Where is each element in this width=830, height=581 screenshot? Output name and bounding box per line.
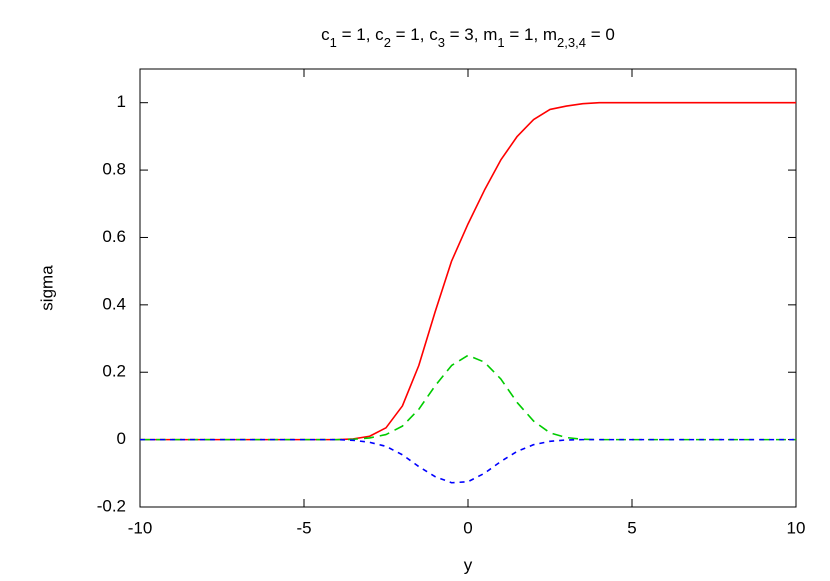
y-tick-label: 1 [117, 92, 126, 111]
y-tick-label: 0.2 [102, 362, 126, 381]
data-line [140, 354, 796, 441]
data-line [140, 438, 796, 484]
title-subscript: 1 [497, 35, 504, 50]
title-subscript: 2 [384, 35, 391, 50]
x-tick-label: 0 [463, 518, 472, 537]
title-part: = 0 [586, 25, 615, 44]
title-part: c [321, 25, 330, 44]
data-line [140, 101, 796, 441]
title-subscript: 2,3,4 [557, 35, 586, 50]
y-tick-label: 0.4 [102, 294, 126, 313]
x-tick-label: -5 [296, 518, 311, 537]
plot-border [139, 68, 797, 508]
y-tick-label: 0 [117, 429, 126, 448]
x-tick-label: 10 [787, 518, 806, 537]
title-subscript: 3 [438, 35, 445, 50]
title-part: = 1, c [337, 25, 384, 44]
title-part: = 1, m [505, 25, 557, 44]
y-tick-label: 0.6 [102, 227, 126, 246]
x-axis-label: y [464, 555, 473, 574]
title-part: = 3, m [445, 25, 497, 44]
x-tick-label: -10 [128, 518, 153, 537]
chart-title: c1 = 1, c2 = 1, c3 = 3, m1 = 1, m2,3,4 =… [321, 25, 615, 49]
y-tick-label: -0.2 [97, 496, 126, 515]
y-tick-label: 0.8 [102, 160, 126, 179]
title-subscript: 1 [330, 35, 337, 50]
y-axis-label: sigma [37, 265, 56, 311]
x-tick-label: 5 [627, 518, 636, 537]
title-part: = 1, c [391, 25, 438, 44]
